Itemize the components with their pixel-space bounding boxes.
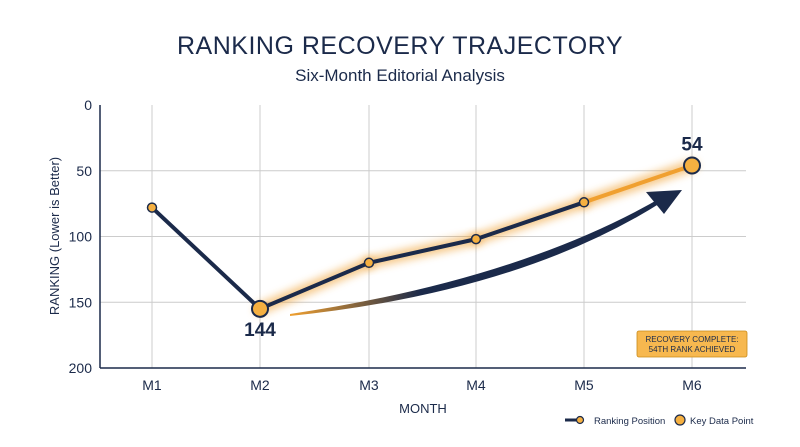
x-axis-label: MONTH: [399, 401, 447, 416]
grid: [100, 105, 746, 368]
legend-item-key-data-point: Key Data Point: [674, 414, 754, 427]
chart-title: RANKING RECOVERY TRAJECTORY: [177, 32, 623, 60]
data-label: 54: [681, 134, 703, 155]
annotation-line-2: 54TH RANK ACHIEVED: [649, 345, 736, 354]
x-tick-label: M2: [250, 377, 270, 393]
y-tick-label: 200: [69, 360, 93, 376]
y-tick-label: 0: [84, 97, 92, 113]
data-point: [578, 197, 590, 208]
y-axis-label: RANKING (Lower is Better): [47, 157, 62, 315]
series-segment: [367, 237, 478, 265]
data-point: [146, 202, 158, 213]
x-tick-label: M4: [466, 377, 486, 393]
key-data-point: [251, 299, 269, 318]
x-tick-label: M5: [574, 377, 594, 393]
series-segment: [258, 260, 371, 311]
y-tick-label: 100: [69, 229, 93, 245]
data-labels: 144 54: [244, 134, 703, 340]
legend-item-ranking-position: Ranking Position: [565, 415, 665, 427]
annotation-line-1: RECOVERY COMPLETE:: [645, 335, 738, 344]
annotation-box: RECOVERY COMPLETE: 54TH RANK ACHIEVED: [636, 330, 748, 358]
data-markers: [146, 156, 701, 318]
trend-arrow: [290, 190, 682, 316]
y-tick-label: 150: [69, 294, 93, 310]
legend-label-key-data-point: Key Data Point: [690, 416, 754, 427]
legend-label-ranking-position: Ranking Position: [594, 416, 665, 427]
data-label: 144: [244, 320, 276, 341]
series-segment: [582, 163, 694, 205]
x-tick-label: M6: [682, 377, 702, 393]
x-tick-label: M1: [142, 377, 162, 393]
chart-subtitle: Six-Month Editorial Analysis: [295, 66, 505, 85]
data-point: [363, 257, 375, 269]
data-point: [470, 233, 482, 245]
series-segment: [150, 205, 262, 311]
x-tick-label: M3: [359, 377, 379, 393]
x-axis-ticks: M1 M2 M3 M4 M5 M6: [142, 377, 702, 393]
y-tick-label: 50: [76, 163, 92, 179]
legend: Ranking Position Key Data Point: [565, 414, 754, 427]
y-axis-ticks: 0 50 100 150 200: [69, 97, 93, 376]
series-ranking-position: [150, 163, 694, 311]
series-segment: [474, 200, 586, 242]
key-data-point: [683, 156, 701, 175]
